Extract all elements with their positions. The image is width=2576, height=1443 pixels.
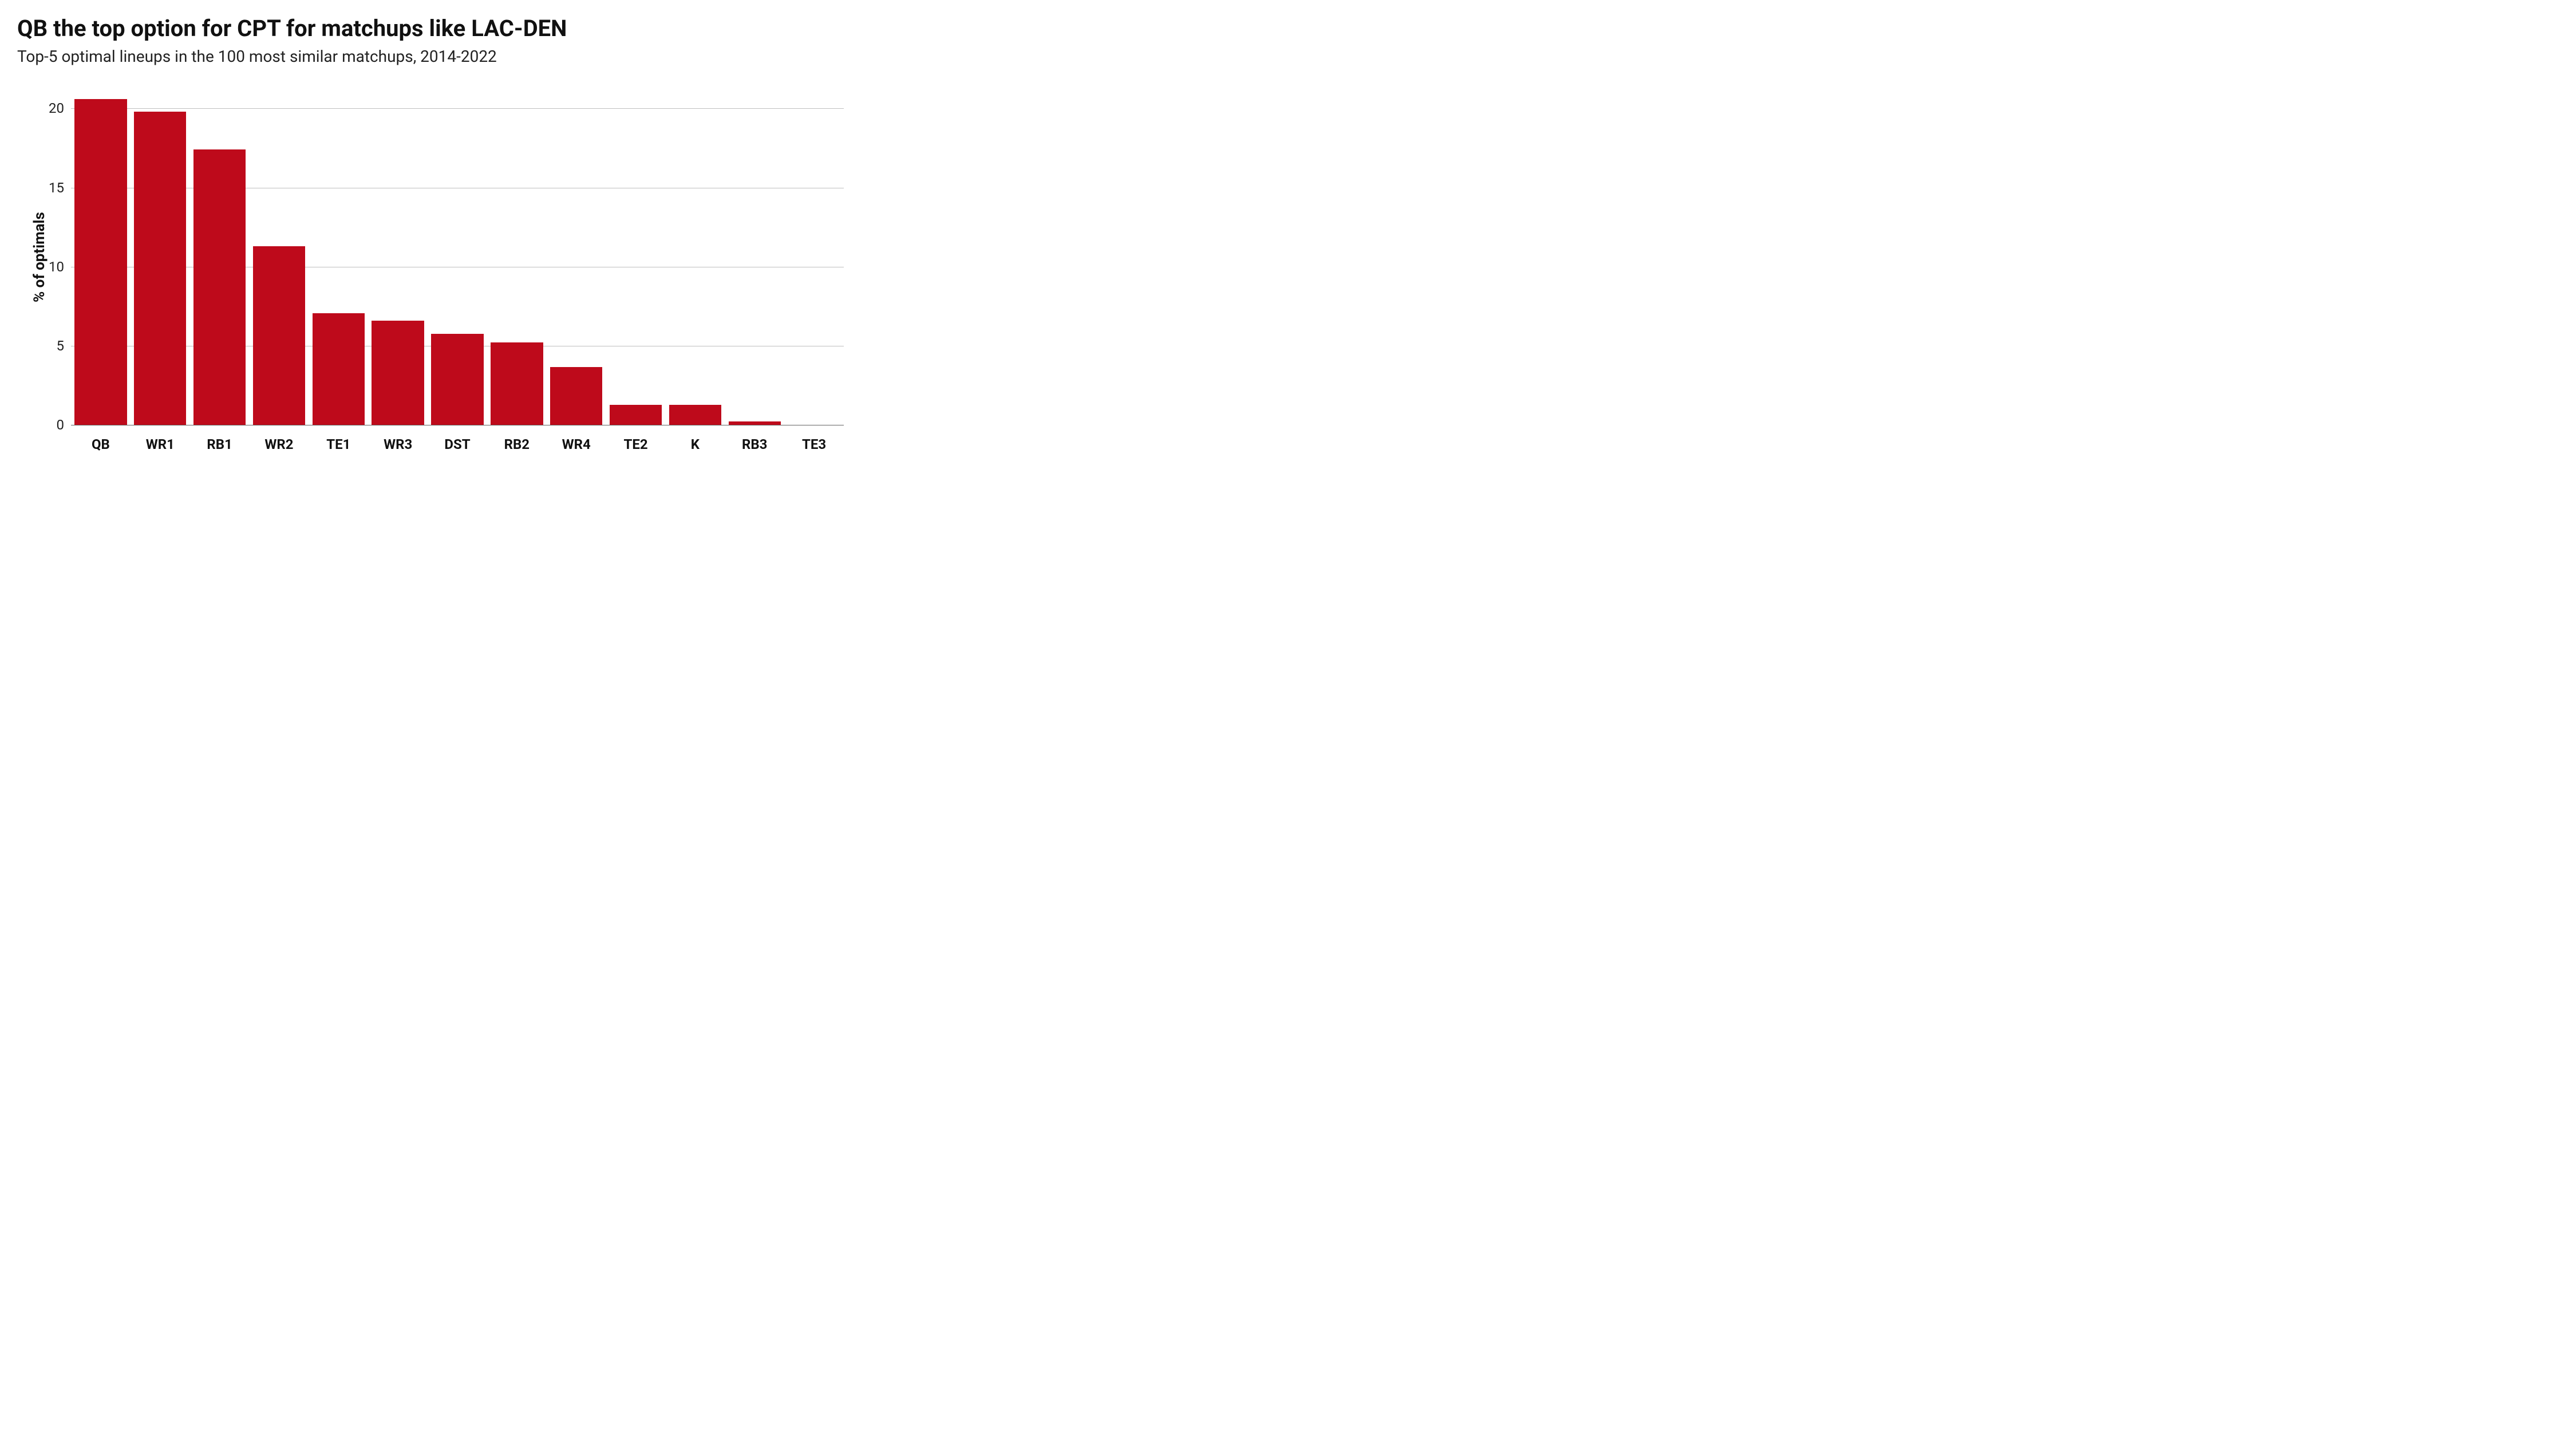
x-tick-label: RB1: [207, 436, 232, 452]
y-tick-label: 0: [57, 417, 65, 433]
y-tick-label: 15: [49, 180, 64, 196]
bar: [669, 405, 721, 425]
x-tick-label: TE1: [326, 436, 350, 452]
x-tick-label: QB: [92, 436, 110, 452]
x-tick-label: WR3: [384, 436, 412, 452]
x-tick-label: RB2: [504, 436, 530, 452]
x-tick-label: K: [691, 436, 700, 452]
x-tick-label: RB3: [742, 436, 767, 452]
bar: [313, 313, 365, 425]
chart-title: QB the top option for CPT for matchups l…: [17, 16, 841, 41]
bar: [253, 246, 305, 425]
bar: [491, 342, 543, 425]
bar: [610, 405, 662, 425]
bar: [431, 334, 483, 425]
x-tick-label: DST: [444, 436, 470, 452]
bar: [372, 321, 424, 425]
x-tick-label: WR1: [146, 436, 175, 452]
x-tick-label: TE2: [623, 436, 647, 452]
x-tick-label: WR4: [562, 436, 591, 452]
chart-subtitle: Top-5 optimal lineups in the 100 most si…: [17, 47, 841, 66]
chart-container: QB the top option for CPT for matchups l…: [0, 0, 859, 481]
bar: [193, 149, 246, 425]
y-tick-label: 20: [49, 100, 64, 116]
y-axis-title: % of optimals: [31, 212, 48, 302]
gridline: [71, 108, 844, 109]
plot-area: % of optimals QBWR1RB1WR2TE1WR3DSTRB2WR4…: [71, 85, 844, 425]
x-tick-label: TE3: [802, 436, 826, 452]
bar: [134, 112, 186, 425]
y-tick-label: 5: [57, 338, 65, 354]
plot-inner: QBWR1RB1WR2TE1WR3DSTRB2WR4TE2KRB3TE3: [71, 85, 844, 425]
bar: [729, 421, 781, 425]
bar: [550, 367, 602, 425]
x-tick-label: WR2: [264, 436, 293, 452]
y-tick-label: 10: [49, 259, 64, 275]
bar: [74, 99, 127, 425]
